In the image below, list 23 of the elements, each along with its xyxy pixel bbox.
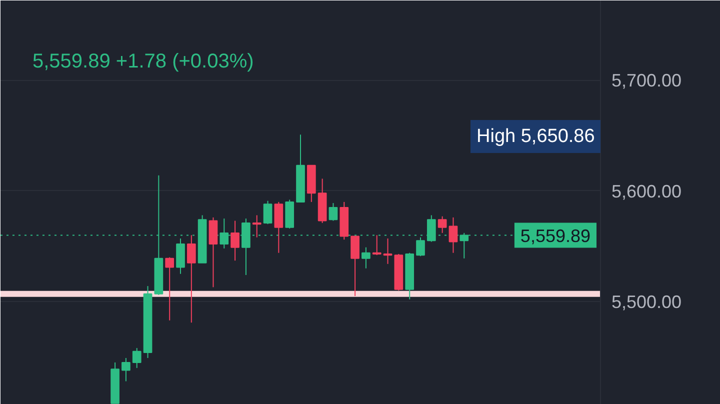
candlestick <box>438 216 447 234</box>
candlestick <box>230 220 240 262</box>
ref-line-label: 5,559.89 <box>520 226 591 246</box>
candlestick <box>132 348 142 368</box>
candlestick <box>448 216 458 254</box>
annotation: High 5,650.86 <box>476 126 595 147</box>
candlestick <box>362 246 370 269</box>
candlestick <box>383 238 392 264</box>
candlestick <box>263 200 272 225</box>
candlestick <box>122 358 130 382</box>
y-tick-label: 5,500.00 <box>612 292 682 312</box>
candlestick <box>186 234 196 324</box>
candlestick <box>208 216 218 288</box>
candlestick <box>372 234 382 256</box>
candlestick <box>165 256 174 321</box>
y-tick-label: 5,700.00 <box>612 70 682 91</box>
candlestick <box>274 201 284 254</box>
candlestick <box>350 236 360 297</box>
text: 5,559.89 +1.78 (+0.03%) <box>32 50 254 72</box>
y-tick-label: 5,600.00 <box>612 181 682 202</box>
candlestick <box>252 214 262 238</box>
candlestick <box>328 202 338 222</box>
candlestick <box>176 238 185 274</box>
